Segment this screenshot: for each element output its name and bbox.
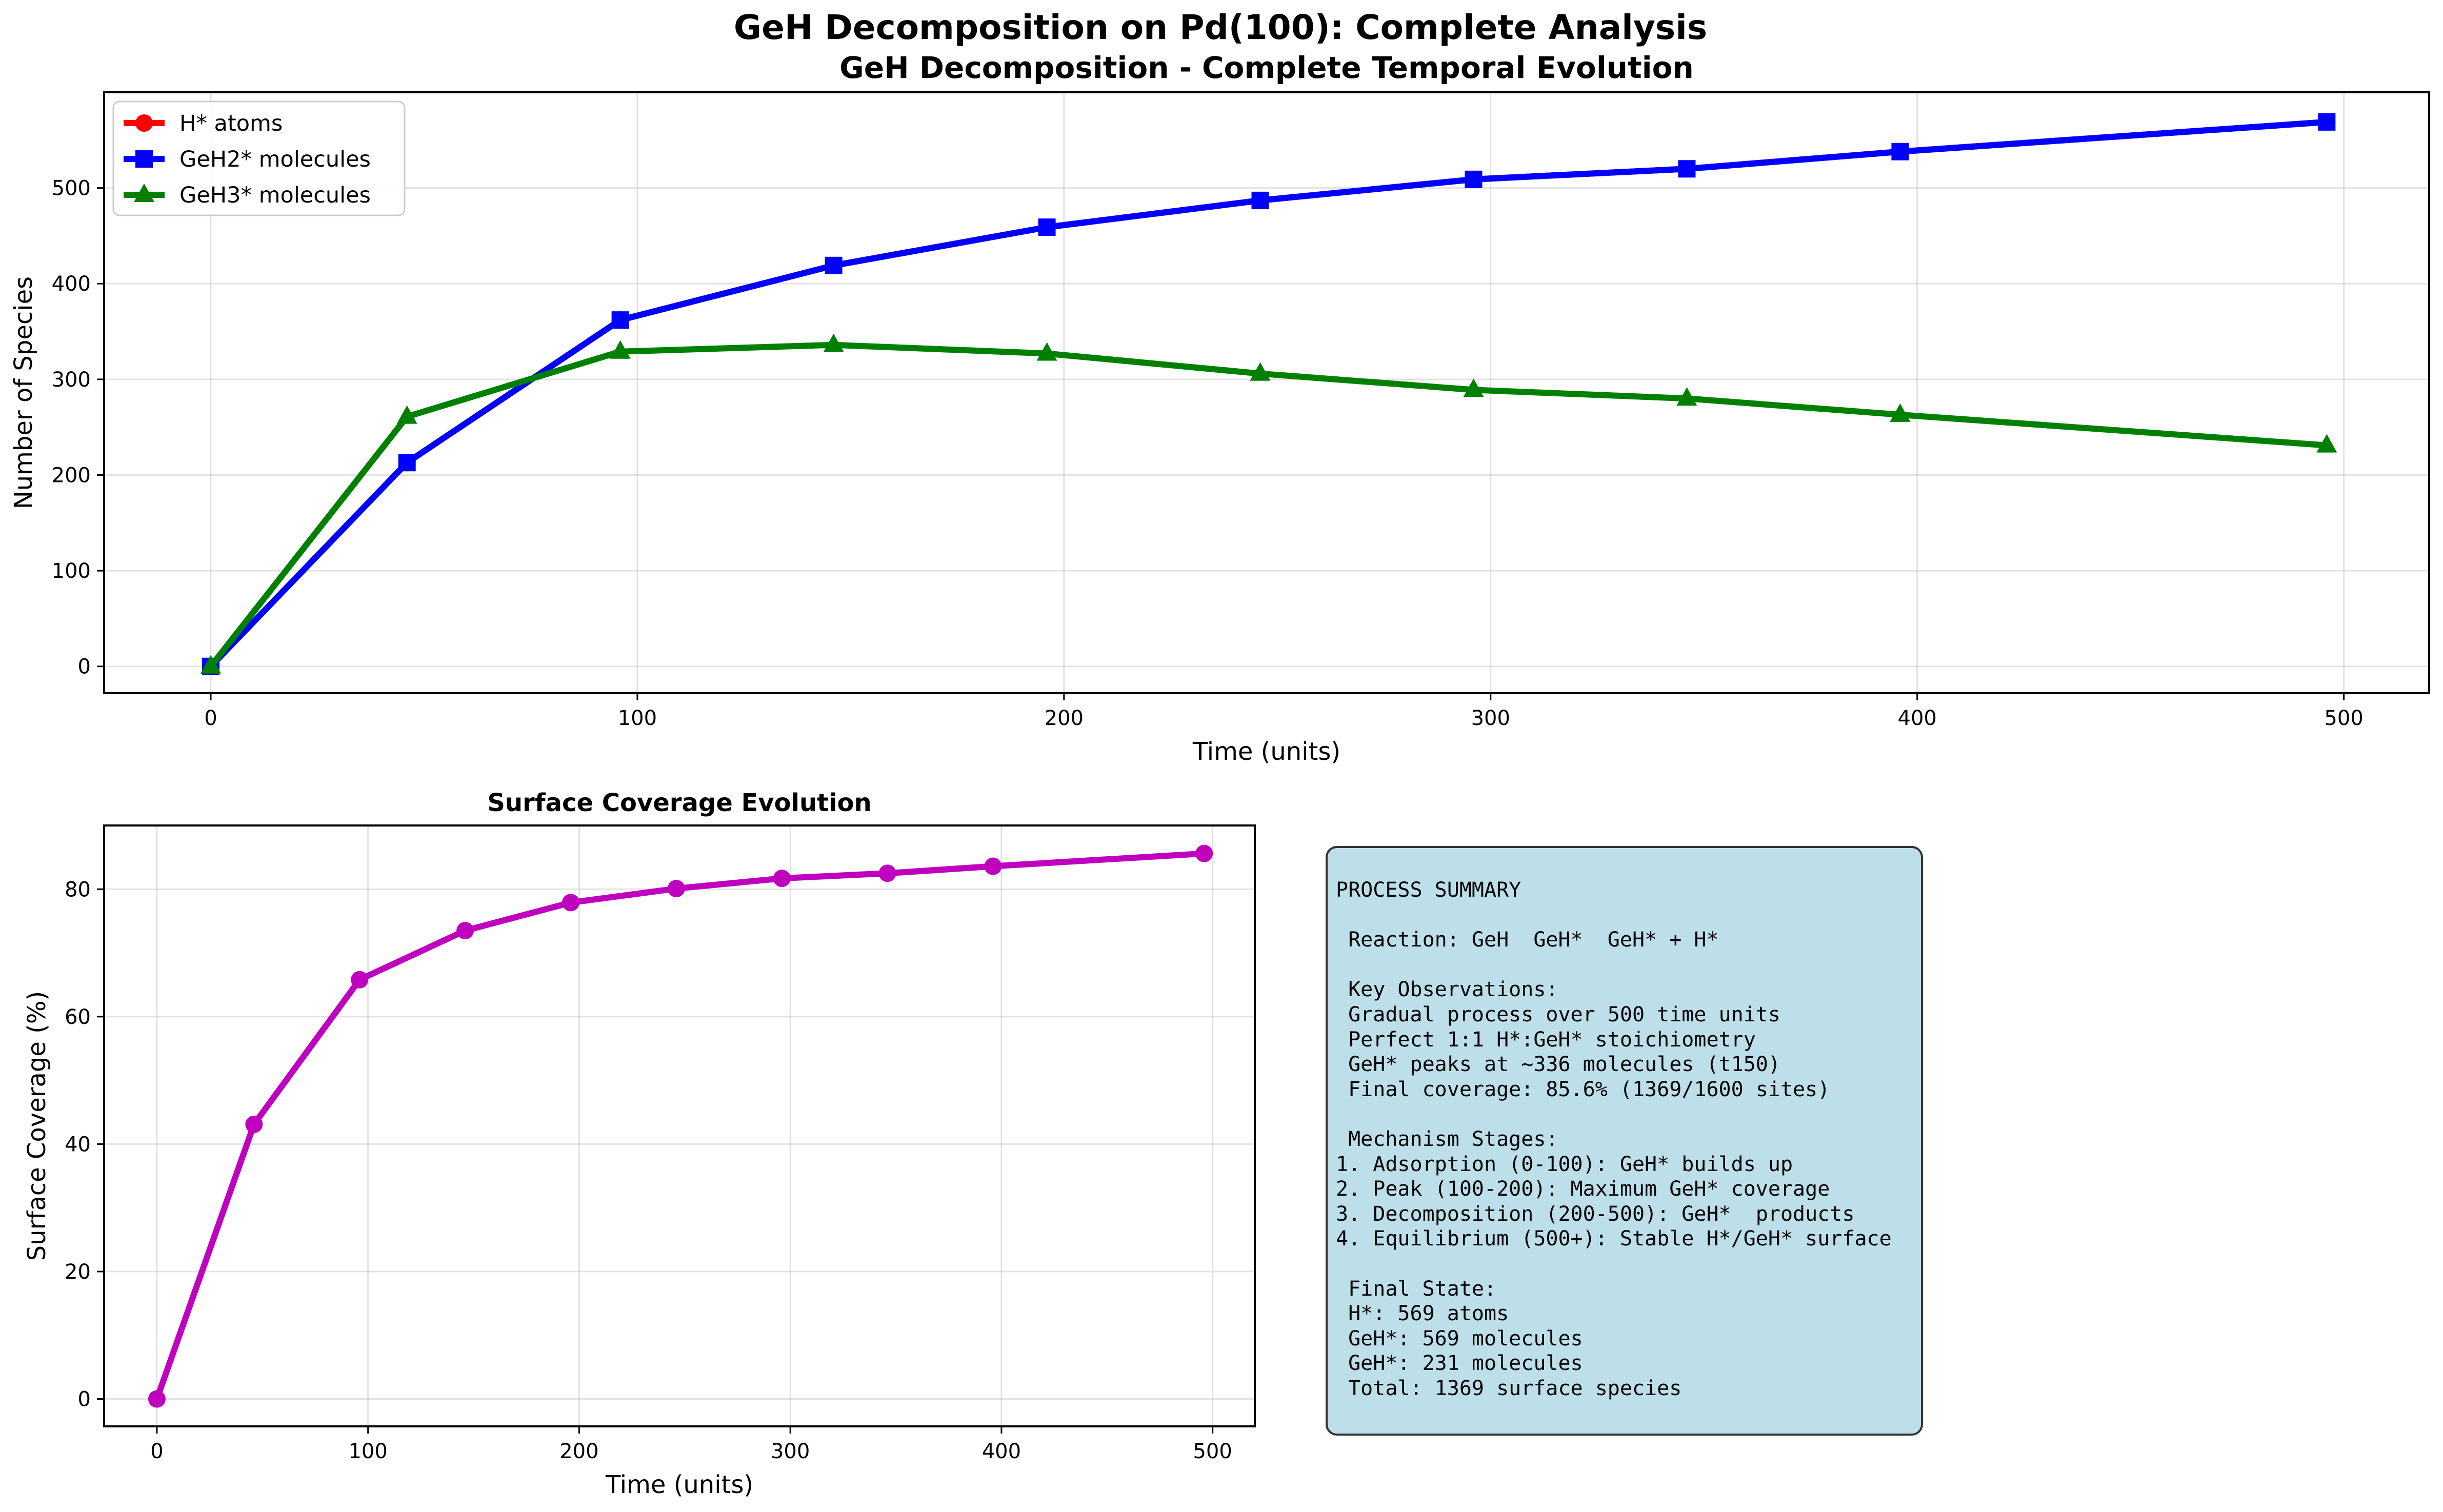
summary-line	[1336, 953, 1915, 978]
summary-line: Reaction: GeH GeH* GeH* + H*	[1336, 928, 1719, 952]
data-point-0	[1195, 844, 1213, 862]
y-axis-label: Surface Coverage (%)	[23, 991, 51, 1261]
legend-box	[112, 100, 406, 216]
legend-marker	[135, 150, 153, 168]
chart-title: Surface Coverage Evolution	[487, 789, 871, 817]
data-point-2	[396, 405, 417, 424]
data-point-1	[611, 311, 629, 329]
data-point-0	[878, 864, 896, 882]
x-axis-label: Time (units)	[1192, 737, 1340, 766]
plot-frame	[103, 824, 1256, 1427]
data-point-0	[773, 870, 791, 888]
y-tick-label: 100	[52, 559, 91, 583]
process-summary-text: PROCESS SUMMARY Reaction: GeH GeH* GeH* …	[1336, 878, 1915, 1401]
data-point-0	[984, 857, 1002, 875]
data-point-2	[1250, 362, 1271, 381]
x-tick-label: 500	[2324, 707, 2363, 730]
data-point-2	[200, 655, 221, 674]
data-point-2	[823, 333, 844, 352]
data-point-1	[398, 454, 416, 472]
summary-line: 1. Adsorption (0-100): GeH* builds up	[1336, 1152, 1793, 1176]
x-tick-label: 200	[1045, 707, 1084, 730]
legend-marker	[135, 114, 153, 132]
data-point-2	[1676, 387, 1697, 406]
summary-line: PROCESS SUMMARY	[1336, 878, 1521, 902]
summary-line	[1336, 1252, 1915, 1277]
data-point-0	[148, 1390, 166, 1408]
x-tick-label: 100	[348, 1440, 387, 1463]
series-line-1	[207, 118, 2330, 670]
summary-line: Perfect 1:1 H*:GeH* stoichiometry	[1336, 1027, 1756, 1052]
data-point-1	[1465, 170, 1483, 188]
y-tick-label: 0	[78, 1388, 91, 1412]
summary-line: Gradual process over 500 time units	[1336, 1002, 1780, 1026]
x-tick-label: 400	[1898, 707, 1937, 730]
data-point-2	[1463, 378, 1484, 397]
data-point-2	[2316, 434, 2337, 453]
process-summary-box	[1326, 846, 1923, 1436]
summary-line: Mechanism Stages:	[1336, 1127, 1558, 1151]
figure-title: GeH Decomposition on Pd(100): Complete A…	[734, 8, 1707, 47]
summary-line: H*: 569 atoms	[1336, 1302, 1509, 1326]
y-tick-label: 80	[65, 878, 91, 901]
x-tick-label: 300	[771, 1440, 810, 1463]
x-tick-label: 500	[1193, 1440, 1232, 1463]
y-tick-label: 200	[52, 463, 91, 487]
summary-line: 3. Decomposition (200-500): GeH* product…	[1336, 1202, 1855, 1226]
series-line-0	[153, 850, 1208, 1402]
y-tick-label: 500	[52, 177, 91, 200]
y-axis-label: Number of Species	[9, 276, 38, 509]
data-point-0	[245, 1115, 263, 1133]
summary-line: GeH*: 569 molecules	[1336, 1326, 1583, 1350]
data-point-1	[825, 256, 843, 274]
summary-line: GeH* peaks at ~336 molecules (t150)	[1336, 1053, 1780, 1077]
data-point-2	[610, 340, 631, 359]
legend-label: GeH3* molecules	[179, 183, 371, 208]
data-point-1	[1891, 143, 1909, 160]
y-tick-label: 40	[65, 1133, 91, 1156]
summary-line: Key Observations:	[1336, 978, 1558, 1002]
legend: H* atoms GeH2* molecules GeH3* molecules	[112, 100, 406, 216]
data-point-1	[1038, 218, 1056, 236]
y-tick-label: 400	[52, 272, 91, 296]
legend-marker	[134, 184, 154, 202]
summary-line	[1336, 903, 1915, 928]
summary-line: Final coverage: 85.6% (1369/1600 sites)	[1336, 1077, 1830, 1101]
y-tick-label: 300	[52, 368, 91, 392]
x-tick-label: 100	[618, 707, 657, 730]
surface-coverage-chart: 0 100 200 300 400 500 0 20 40 60 80 Surface Coverag…	[23, 789, 1256, 1499]
data-point-1	[1251, 191, 1269, 209]
data-point-0	[351, 971, 369, 989]
x-tick-label: 200	[559, 1440, 598, 1463]
data-point-2	[1890, 403, 1911, 422]
summary-line: GeH*: 231 molecules	[1336, 1352, 1583, 1376]
summary-line	[1336, 1102, 1915, 1127]
summary-line: Total: 1369 surface species	[1336, 1376, 1682, 1400]
species-evolution-chart: 0 100 200 300 400 500 0 100 200 300 400 500 GeH Deco…	[9, 50, 2430, 766]
summary-line: 4. Equilibrium (500+): Stable H*/GeH* su…	[1336, 1227, 1892, 1251]
x-tick-label: 300	[1471, 707, 1510, 730]
data-point-1	[1678, 160, 1696, 178]
data-point-0	[456, 922, 474, 940]
x-axis-label: Time (units)	[605, 1470, 753, 1499]
summary-line: 2. Peak (100-200): Maximum GeH* coverage	[1336, 1177, 1830, 1201]
legend-label: GeH2* molecules	[179, 147, 371, 172]
data-point-1	[2318, 113, 2336, 131]
x-tick-label: 0	[150, 1440, 163, 1463]
chart-title: GeH Decomposition - Complete Temporal Ev…	[839, 50, 1694, 85]
data-point-2	[1036, 342, 1057, 361]
plot-frame	[103, 91, 2430, 694]
y-tick-label: 20	[65, 1260, 91, 1284]
series-line-2	[207, 341, 2330, 670]
legend-label: H* atoms	[179, 111, 283, 136]
data-point-0	[562, 894, 579, 912]
y-tick-label: 60	[65, 1005, 91, 1029]
y-tick-label: 0	[78, 655, 91, 679]
x-tick-label: 0	[204, 707, 217, 730]
summary-line: Final State:	[1336, 1277, 1497, 1301]
data-point-0	[667, 880, 685, 898]
x-tick-label: 400	[982, 1440, 1021, 1463]
